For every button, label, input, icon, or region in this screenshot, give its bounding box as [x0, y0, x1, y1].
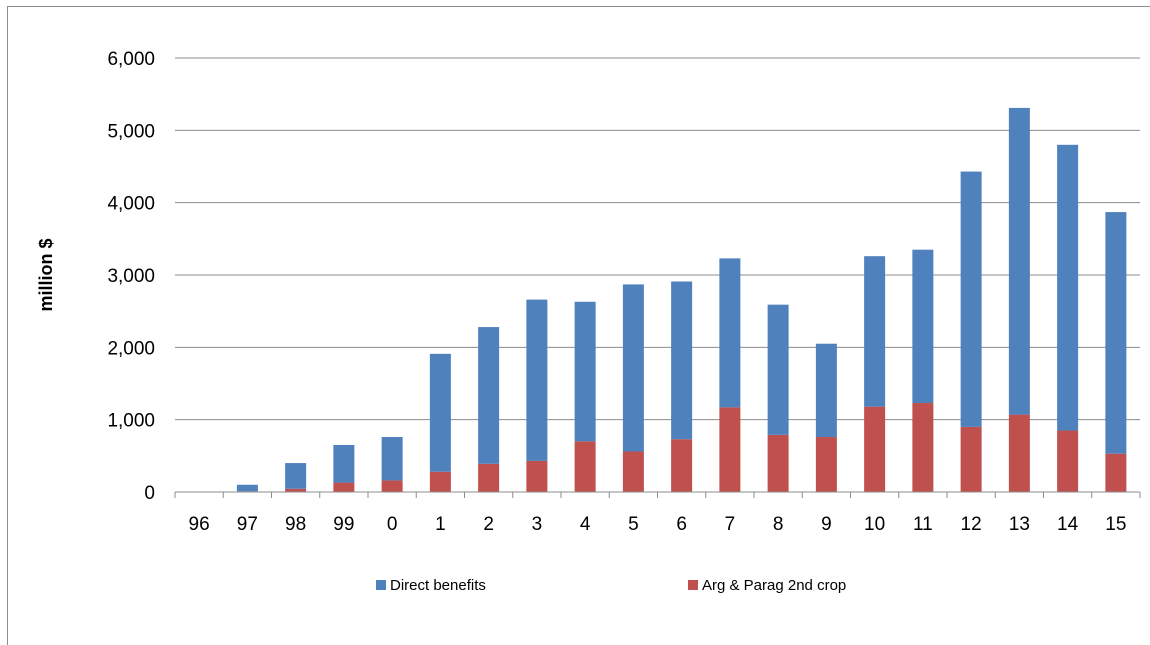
bar-segment — [960, 171, 982, 427]
bar-segment — [767, 434, 789, 492]
bar-segment — [1105, 453, 1127, 492]
bar-segment — [478, 327, 500, 464]
x-tick-label: 3 — [532, 514, 543, 535]
bar-segment — [719, 258, 741, 408]
x-tick-label: 12 — [961, 514, 982, 535]
legend-label: Direct benefits — [390, 577, 486, 594]
bar-segment — [767, 304, 789, 435]
x-tick-label: 8 — [773, 514, 784, 535]
x-tick-label: 11 — [913, 514, 933, 535]
y-tick-label: 5,000 — [107, 121, 155, 142]
x-tick-label: 10 — [864, 514, 885, 535]
x-tick-label: 7 — [725, 514, 736, 535]
bar-segment — [381, 480, 403, 492]
bar-segment — [1057, 430, 1079, 492]
x-tick-label: 4 — [580, 514, 591, 535]
bar-segment — [912, 249, 934, 404]
bar-segment — [622, 284, 644, 452]
y-axis-label: million $ — [36, 238, 56, 311]
x-tick-label: 9 — [821, 514, 832, 535]
bar-segment — [815, 437, 837, 492]
bar-segment — [429, 471, 451, 492]
bar-segment — [526, 299, 548, 461]
x-tick-label: 96 — [189, 514, 210, 535]
x-tick-label: 6 — [676, 514, 687, 535]
bar-segment — [671, 439, 693, 492]
bar-segment — [381, 437, 403, 481]
bar-segment — [526, 460, 548, 492]
bar-segment — [864, 406, 886, 492]
x-tick-label: 99 — [333, 514, 354, 535]
bar-segment — [285, 463, 307, 489]
y-tick-label: 0 — [144, 483, 155, 504]
bar-segment — [912, 403, 934, 492]
bar-segment — [285, 488, 307, 492]
bar-segment — [671, 281, 693, 440]
bar-segment — [1008, 107, 1030, 415]
bar-segment — [1057, 144, 1079, 431]
bar-segment — [236, 484, 258, 492]
y-tick-label: 6,000 — [107, 49, 155, 70]
bar-segment — [333, 482, 355, 492]
y-tick-label: 2,000 — [107, 338, 155, 359]
x-tick-label: 13 — [1009, 514, 1030, 535]
x-tick-label: 2 — [483, 514, 494, 535]
gridlines — [175, 57, 1140, 421]
x-tick-label: 0 — [387, 514, 398, 535]
bar-segment — [429, 353, 451, 472]
bar-segment — [574, 441, 596, 492]
bar-segment — [815, 343, 837, 438]
chart-frame — [7, 6, 1150, 645]
bar-segment — [1008, 414, 1030, 492]
bar-segment — [1105, 212, 1127, 454]
x-tick-label: 14 — [1057, 514, 1079, 535]
bar-segment — [622, 451, 644, 492]
x-tick-label: 5 — [628, 514, 639, 535]
x-tick-label: 1 — [435, 514, 446, 535]
legend-label: Arg & Parag 2nd crop — [702, 577, 846, 594]
bars — [236, 107, 1127, 492]
x-tick-label: 15 — [1105, 514, 1126, 535]
legend-swatch — [688, 580, 698, 590]
legend-swatch — [376, 580, 386, 590]
legend: Direct benefits Arg & Parag 2nd crop — [376, 577, 846, 594]
y-tick-label: 4,000 — [107, 194, 155, 215]
bar-segment — [333, 444, 355, 483]
y-tick-label: 1,000 — [107, 411, 155, 432]
y-tick-label: 3,000 — [107, 266, 155, 287]
bar-segment — [864, 256, 886, 407]
x-tick-label: 97 — [237, 514, 258, 535]
x-tick-label: 98 — [285, 514, 306, 535]
bar-segment — [574, 301, 596, 442]
bar-segment — [478, 463, 500, 492]
bar-segment — [719, 407, 741, 492]
bar-segment — [960, 426, 982, 492]
